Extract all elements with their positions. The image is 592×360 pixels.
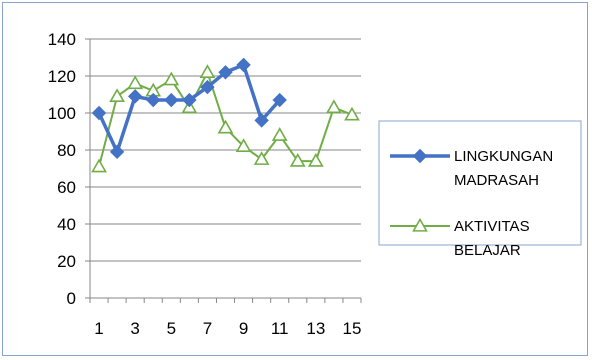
data-point (164, 92, 179, 108)
data-point (91, 105, 107, 121)
x-tick-label: 7 (203, 319, 212, 338)
data-point (271, 127, 288, 141)
legend-box (378, 120, 582, 246)
data-point (218, 65, 233, 80)
data-point (254, 113, 269, 128)
data-point (344, 106, 360, 121)
data-point (307, 152, 324, 167)
x-tick-label: 11 (271, 319, 289, 338)
x-tick-label: 3 (130, 319, 139, 338)
series (91, 57, 360, 173)
x-tick-label: 9 (239, 319, 248, 338)
data-point (289, 152, 306, 167)
series-1 (91, 64, 360, 173)
legend-entry: LINGKUNGAN MADRASAH (390, 148, 553, 189)
y-tick-label: 120 (48, 67, 76, 86)
chart-frame: 0 20 40 60 80 100 120 140 1 3 5 7 9 11 13 15 LINGKUNGA… (2, 2, 588, 356)
x-tick-label: 13 (306, 319, 325, 338)
y-tick-label: 0 (67, 289, 76, 308)
data-point (91, 158, 107, 173)
data-point (217, 119, 234, 134)
data-point (182, 92, 197, 108)
legend-label: MADRASAH (454, 172, 539, 189)
legend-marker (412, 148, 428, 164)
data-point (272, 92, 287, 108)
data-point (235, 138, 252, 152)
legend-label: BELAJAR (454, 242, 521, 259)
data-point (199, 64, 216, 78)
data-point (127, 75, 144, 90)
x-tick-label: 5 (167, 319, 176, 338)
legend-label: LINGKUNGAN (454, 148, 553, 165)
y-tick-label: 140 (48, 30, 76, 49)
legend-label: AKTIVITAS (454, 218, 530, 235)
data-point (146, 92, 161, 108)
legend-entry: AKTIVITAS BELAJAR (390, 217, 530, 259)
legend-marker (412, 217, 428, 232)
x-tick-label: 1 (94, 319, 103, 338)
x-tick-label: 15 (343, 319, 362, 338)
y-tick-label: 100 (48, 104, 76, 123)
axes (85, 38, 362, 303)
y-tick-label: 40 (57, 215, 76, 234)
y-tick-label: 80 (57, 141, 76, 160)
data-point (326, 99, 342, 114)
y-axis-tick-labels: 0 20 40 60 80 100 120 140 (48, 30, 76, 308)
series-0 (91, 57, 287, 160)
data-point (109, 144, 125, 160)
data-point (200, 79, 215, 95)
y-tick-label: 60 (57, 178, 76, 197)
data-point (127, 89, 143, 104)
data-point (163, 71, 180, 86)
x-axis-tick-labels: 1 3 5 7 9 11 13 15 (94, 319, 361, 338)
legend: LINGKUNGAN MADRASAH AKTIVITAS BELAJAR (378, 120, 582, 259)
data-point (253, 151, 270, 165)
y-tick-label: 20 (57, 252, 76, 271)
data-point (109, 88, 125, 103)
data-point (236, 57, 251, 73)
